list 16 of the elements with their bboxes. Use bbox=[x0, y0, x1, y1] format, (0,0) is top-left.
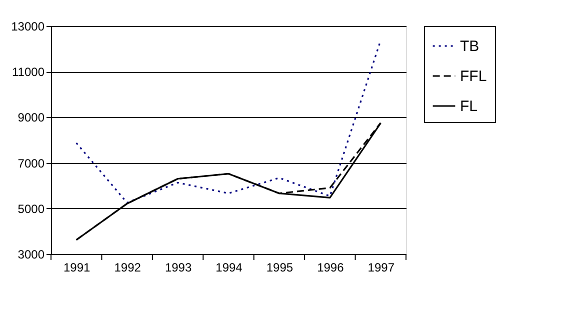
legend-label: TB bbox=[460, 38, 480, 55]
y-tick-label: 3000 bbox=[18, 248, 45, 262]
y-tick-label: 7000 bbox=[18, 156, 45, 170]
x-tick-label: 1997 bbox=[368, 260, 395, 274]
x-tick-label: 1991 bbox=[64, 260, 91, 274]
legend-label: FFL bbox=[460, 68, 487, 85]
y-tick-label: 11000 bbox=[12, 65, 45, 80]
x-tick-label: 1993 bbox=[164, 260, 192, 274]
x-tick-label: 1994 bbox=[216, 260, 243, 274]
y-tick-label: 9000 bbox=[18, 110, 45, 125]
y-tick-label: 13000 bbox=[11, 20, 45, 34]
y-tick-label: 5000 bbox=[18, 202, 45, 216]
x-tick-label: 1992 bbox=[114, 260, 142, 274]
x-tick-label: 1996 bbox=[317, 260, 344, 274]
x-tick-label: 1995 bbox=[266, 260, 294, 274]
legend-label: FL bbox=[460, 98, 478, 115]
